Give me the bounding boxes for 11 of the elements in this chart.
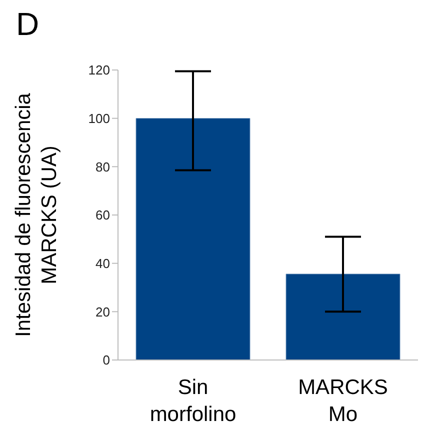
- x-tick-label: MARCKS Mo: [298, 376, 388, 426]
- y-tick-label: 80: [96, 159, 110, 174]
- chart-title: D: [16, 6, 40, 43]
- y-tick-label: 100: [88, 110, 110, 126]
- y-tick-label: 20: [96, 304, 110, 320]
- y-tick-label: 40: [96, 256, 110, 271]
- x-tick-label: Sin morfolino: [150, 376, 236, 426]
- y-tick-label: 0: [102, 352, 110, 368]
- y-tick-label: 60: [96, 208, 110, 223]
- y-tick-label: 120: [88, 62, 110, 78]
- y-axis-title: Intesidad de fluorescencia MARCKS (UA): [12, 92, 61, 337]
